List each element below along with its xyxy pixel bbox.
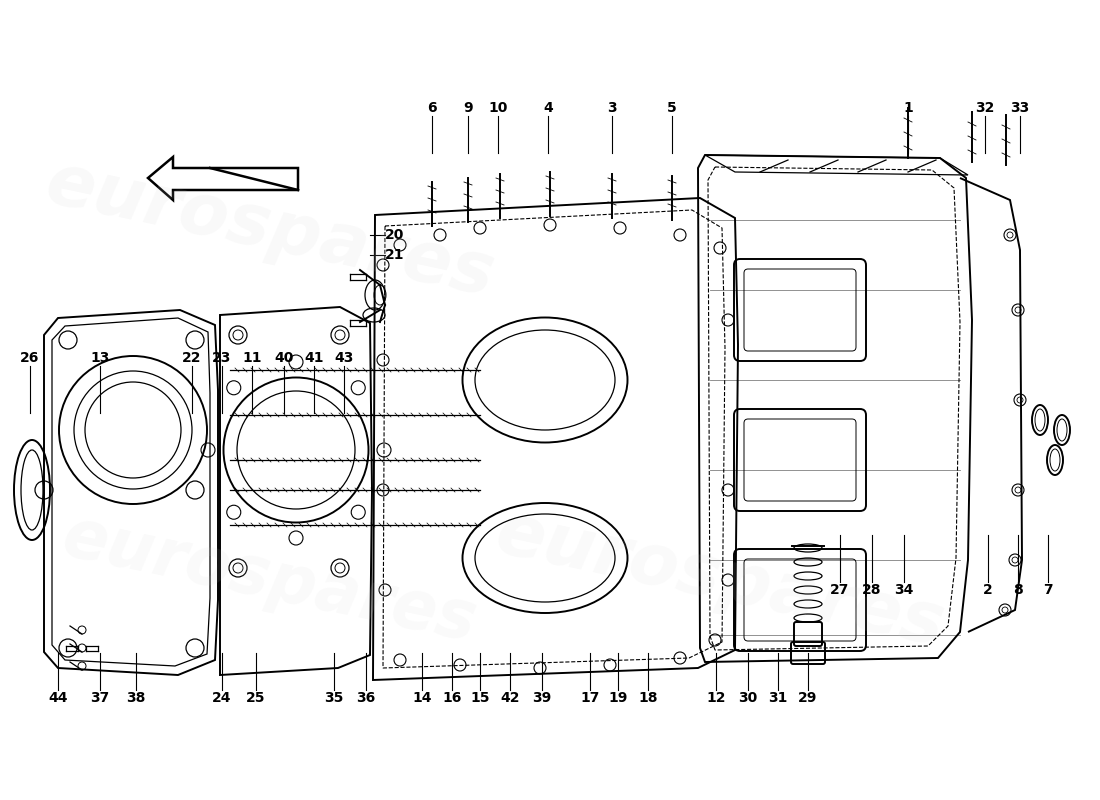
Text: 39: 39 [532, 691, 551, 705]
Text: 28: 28 [862, 583, 882, 597]
Text: 1: 1 [903, 101, 913, 115]
Text: 34: 34 [894, 583, 914, 597]
Text: 40: 40 [274, 351, 294, 365]
Text: 3: 3 [607, 101, 617, 115]
Text: 42: 42 [500, 691, 519, 705]
Text: 19: 19 [608, 691, 628, 705]
Polygon shape [148, 157, 298, 200]
Text: 16: 16 [442, 691, 462, 705]
Text: eurospares: eurospares [57, 504, 483, 656]
Text: 26: 26 [20, 351, 40, 365]
Text: 32: 32 [976, 101, 994, 115]
Text: 36: 36 [356, 691, 375, 705]
Text: 33: 33 [1011, 101, 1030, 115]
Text: 12: 12 [706, 691, 726, 705]
Text: 11: 11 [242, 351, 262, 365]
Text: 38: 38 [126, 691, 145, 705]
Text: 21: 21 [385, 248, 405, 262]
Text: 37: 37 [90, 691, 110, 705]
Text: 30: 30 [738, 691, 758, 705]
Text: 41: 41 [305, 351, 323, 365]
Text: eurospares: eurospares [40, 149, 500, 311]
Text: 35: 35 [324, 691, 343, 705]
Text: 44: 44 [48, 691, 68, 705]
Text: 15: 15 [471, 691, 490, 705]
Text: 43: 43 [334, 351, 354, 365]
Text: eurospares: eurospares [490, 498, 950, 662]
Text: 8: 8 [1013, 583, 1023, 597]
Text: 18: 18 [638, 691, 658, 705]
Text: 13: 13 [90, 351, 110, 365]
Text: 31: 31 [768, 691, 788, 705]
Text: 6: 6 [427, 101, 437, 115]
Text: 25: 25 [246, 691, 266, 705]
Text: 23: 23 [212, 351, 232, 365]
Text: 20: 20 [385, 228, 405, 242]
Text: 27: 27 [830, 583, 849, 597]
Text: 29: 29 [799, 691, 817, 705]
Text: 10: 10 [488, 101, 508, 115]
Text: 17: 17 [581, 691, 600, 705]
Text: 2: 2 [983, 583, 993, 597]
Text: 22: 22 [183, 351, 201, 365]
Text: 7: 7 [1043, 583, 1053, 597]
Text: 9: 9 [463, 101, 473, 115]
Text: 5: 5 [667, 101, 676, 115]
Text: 4: 4 [543, 101, 553, 115]
Text: 24: 24 [212, 691, 232, 705]
Text: 14: 14 [412, 691, 431, 705]
